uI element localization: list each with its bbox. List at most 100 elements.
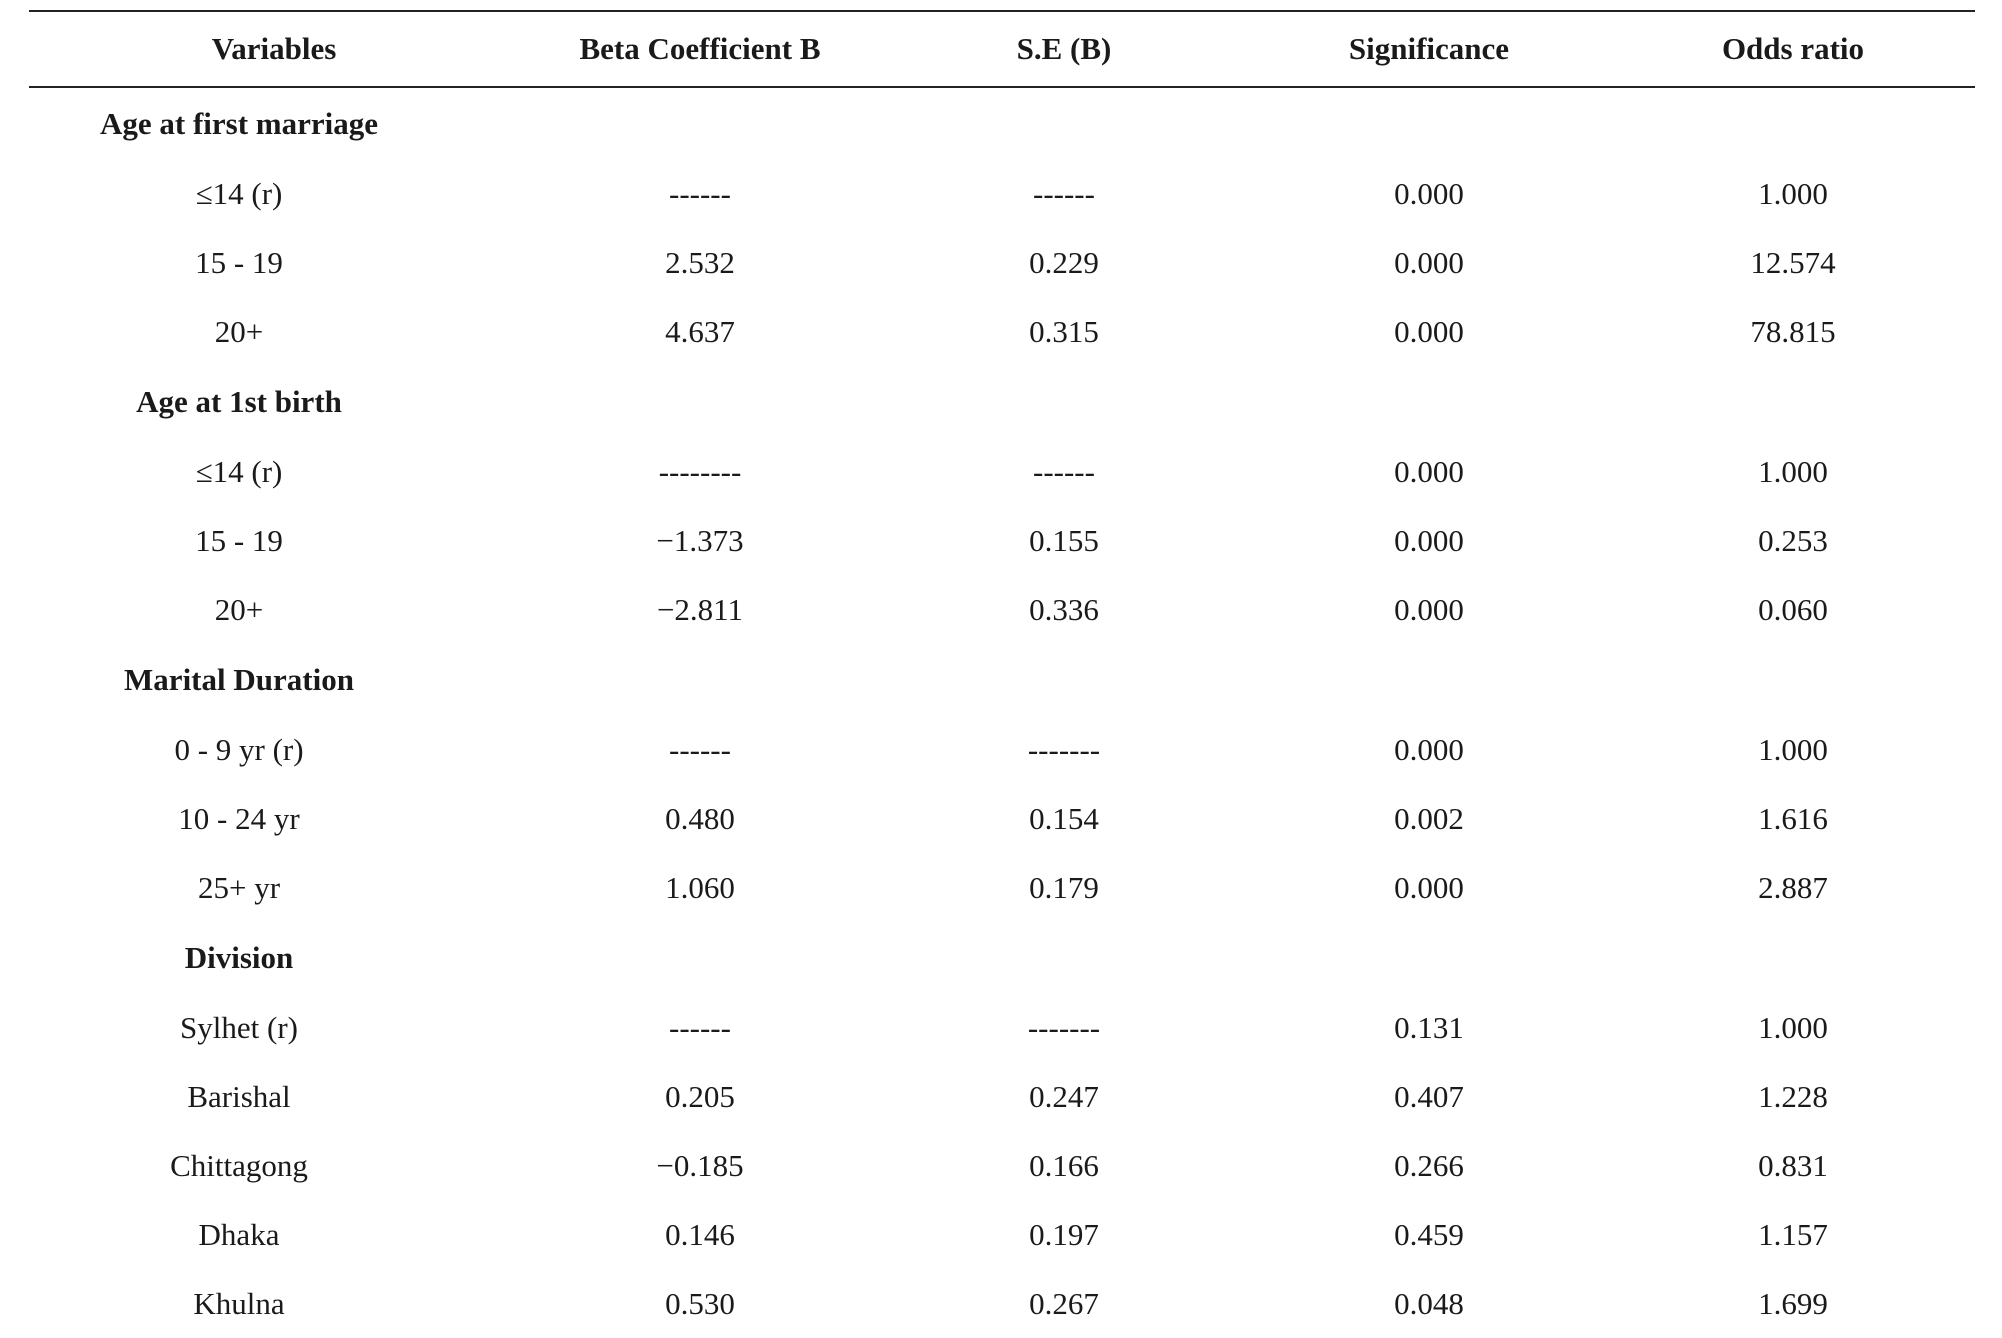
empty-cell: [519, 87, 881, 159]
header-row: Variables Beta Coefficient B S.E (B) Sig…: [29, 10, 1975, 88]
section-header-row: Age at 1st birth: [29, 366, 1975, 437]
se-cell: 0.179: [1029, 869, 1099, 905]
header-odds-ratio: Odds ratio: [1611, 10, 1975, 88]
header-variables: Variables: [29, 10, 519, 88]
table-header: Variables Beta Coefficient B S.E (B) Sig…: [29, 10, 1975, 88]
section-header-row: Age at first marriage: [29, 87, 1975, 159]
odds-ratio-cell: 1.000: [1758, 731, 1828, 767]
significance-cell: 0.000: [1394, 244, 1464, 280]
table-body: Age at first marriage ≤14 (r) ------ ------…: [29, 87, 1975, 1338]
odds-ratio-cell: 1.000: [1758, 1009, 1828, 1045]
table-row: ≤14 (r) ------ ------ 0.000 1.000: [29, 159, 1975, 228]
se-cell: 0.197: [1029, 1216, 1099, 1252]
empty-cell: [1247, 366, 1611, 437]
empty-cell: [1247, 922, 1611, 993]
header-significance: Significance: [1247, 10, 1611, 88]
beta-cell: ------: [669, 731, 731, 767]
table-row: Sylhet (r) ------ ------- 0.131 1.000: [29, 993, 1975, 1062]
section-title: Marital Duration: [124, 661, 354, 697]
significance-cell: 0.002: [1394, 800, 1464, 836]
beta-cell: ------: [669, 175, 731, 211]
odds-ratio-cell: 78.815: [1750, 313, 1836, 349]
beta-cell: 0.530: [665, 1285, 735, 1321]
odds-ratio-cell: 0.253: [1758, 522, 1828, 558]
se-cell: 0.166: [1029, 1147, 1099, 1183]
se-cell: 0.267: [1029, 1285, 1099, 1321]
variable-cell: ≤14 (r): [195, 453, 283, 489]
se-cell: ------: [1033, 453, 1095, 489]
empty-cell: [1611, 87, 1975, 159]
significance-cell: 0.000: [1394, 522, 1464, 558]
section-title: Age at 1st birth: [136, 383, 342, 419]
empty-cell: [881, 922, 1247, 993]
beta-cell: −0.185: [656, 1147, 744, 1183]
odds-ratio-cell: 1.157: [1758, 1216, 1828, 1252]
significance-cell: 0.407: [1394, 1078, 1464, 1114]
empty-cell: [519, 644, 881, 715]
significance-cell: 0.000: [1394, 175, 1464, 211]
odds-ratio-cell: 1.616: [1758, 800, 1828, 836]
empty-cell: [519, 366, 881, 437]
empty-cell: [1611, 366, 1975, 437]
section-title: Age at first marriage: [99, 105, 379, 141]
significance-cell: 0.459: [1394, 1216, 1464, 1252]
table-row: 20+ −2.811 0.336 0.000 0.060: [29, 575, 1975, 644]
se-cell: 0.155: [1029, 522, 1099, 558]
variable-cell: Khulna: [193, 1285, 285, 1321]
se-cell: -------: [1027, 1009, 1101, 1045]
beta-cell: 1.060: [665, 869, 735, 905]
regression-table: Variables Beta Coefficient B S.E (B) Sig…: [29, 10, 1975, 1338]
variable-cell: Barishal: [187, 1078, 291, 1114]
odds-ratio-cell: 12.574: [1750, 244, 1836, 280]
variable-cell: Dhaka: [198, 1216, 280, 1252]
section-header-row: Marital Duration: [29, 644, 1975, 715]
empty-cell: [881, 87, 1247, 159]
beta-cell: 0.146: [665, 1216, 735, 1252]
header-standard-error: S.E (B): [881, 10, 1247, 88]
beta-cell: ------: [669, 1009, 731, 1045]
odds-ratio-cell: 1.000: [1758, 175, 1828, 211]
table-row: 25+ yr 1.060 0.179 0.000 2.887: [29, 853, 1975, 922]
variable-cell: 0 - 9 yr (r): [174, 731, 304, 767]
se-cell: -------: [1027, 731, 1101, 767]
table-row: Chittagong −0.185 0.166 0.266 0.831: [29, 1131, 1975, 1200]
table-row: Barishal 0.205 0.247 0.407 1.228: [29, 1062, 1975, 1131]
empty-cell: [881, 644, 1247, 715]
table-row: 15 - 19 2.532 0.229 0.000 12.574: [29, 228, 1975, 297]
beta-cell: 4.637: [665, 313, 735, 349]
variable-cell: 10 - 24 yr: [178, 800, 300, 836]
significance-cell: 0.048: [1394, 1285, 1464, 1321]
se-cell: 0.154: [1029, 800, 1099, 836]
significance-cell: 0.131: [1394, 1009, 1464, 1045]
table-row: 20+ 4.637 0.315 0.000 78.815: [29, 297, 1975, 366]
significance-cell: 0.000: [1394, 313, 1464, 349]
beta-cell: 0.480: [665, 800, 735, 836]
table-row: 10 - 24 yr 0.480 0.154 0.002 1.616: [29, 784, 1975, 853]
variable-cell: 15 - 19: [195, 522, 283, 558]
variable-cell: 15 - 19: [195, 244, 283, 280]
se-cell: 0.336: [1029, 591, 1099, 627]
variable-cell: 20+: [214, 591, 264, 627]
significance-cell: 0.000: [1394, 731, 1464, 767]
table-row: Khulna 0.530 0.267 0.048 1.699: [29, 1269, 1975, 1338]
empty-cell: [1611, 922, 1975, 993]
se-cell: ------: [1033, 175, 1095, 211]
odds-ratio-cell: 0.831: [1758, 1147, 1828, 1183]
variable-cell: ≤14 (r): [195, 175, 283, 211]
odds-ratio-cell: 1.699: [1758, 1285, 1828, 1321]
variable-cell: 25+ yr: [197, 869, 281, 905]
odds-ratio-cell: 1.000: [1758, 453, 1828, 489]
odds-ratio-cell: 2.887: [1758, 869, 1828, 905]
significance-cell: 0.000: [1394, 591, 1464, 627]
beta-cell: −1.373: [656, 522, 744, 558]
variable-cell: 20+: [214, 313, 264, 349]
beta-cell: 2.532: [665, 244, 735, 280]
table-row: ≤14 (r) -------- ------ 0.000 1.000: [29, 437, 1975, 506]
empty-cell: [519, 922, 881, 993]
variable-cell: Sylhet (r): [180, 1009, 298, 1045]
empty-cell: [1247, 644, 1611, 715]
se-cell: 0.229: [1029, 244, 1099, 280]
table-row: 15 - 19 −1.373 0.155 0.000 0.253: [29, 506, 1975, 575]
beta-cell: 0.205: [665, 1078, 735, 1114]
regression-table-container: Variables Beta Coefficient B S.E (B) Sig…: [29, 10, 1975, 1338]
